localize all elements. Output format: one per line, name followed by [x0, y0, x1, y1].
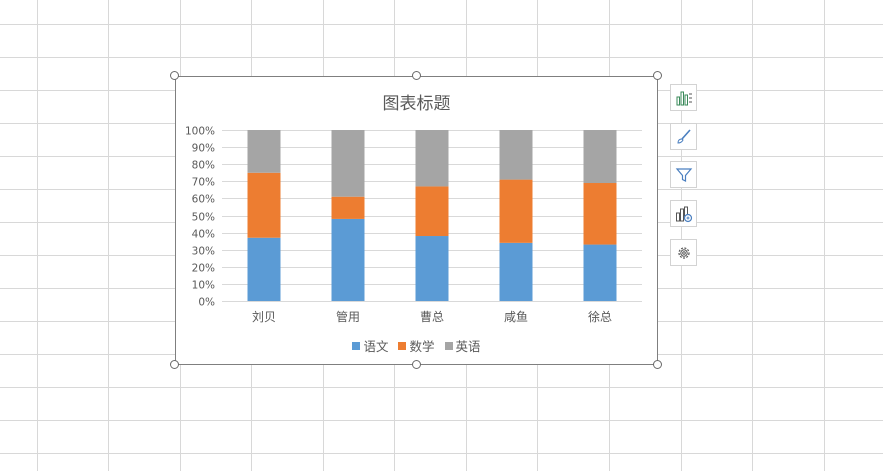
- y-tick-label-5: 50%: [192, 212, 215, 224]
- bar-2-5[interactable]: [583, 183, 617, 245]
- legend-swatch-3: [444, 341, 453, 350]
- chart-styles-button[interactable]: [670, 123, 697, 150]
- chart-plot[interactable]: 0% 10% 20% 30% 40% 50% 60% 70% 80% 90% 100% 刘贝 管用 曹总 咸…: [176, 77, 659, 366]
- y-tick-label-10: 100%: [185, 126, 215, 138]
- chart-container[interactable]: 图表标题 0% 10% 20% 30% 40% 50% 60% 70% 80% 90% 100% 刘贝…: [175, 76, 658, 365]
- chart-elements-button[interactable]: [670, 84, 697, 111]
- bar-1-3[interactable]: [415, 236, 449, 301]
- y-tick-label-7: 70%: [192, 177, 215, 189]
- y-tick-label-2: 20%: [192, 263, 215, 275]
- chart-elements-icon: [676, 91, 692, 105]
- chart-type-button[interactable]: [670, 200, 697, 227]
- chart-filter-button[interactable]: [670, 161, 697, 188]
- x-tick-label-1: 刘贝: [252, 310, 276, 324]
- y-tick-label-6: 60%: [192, 194, 215, 206]
- y-tick-label-9: 90%: [192, 143, 215, 155]
- chart-type-icon: [675, 206, 692, 222]
- legend-label-2: 数学: [409, 339, 435, 354]
- bar-1-5[interactable]: [583, 244, 617, 301]
- resize-handle-top-left[interactable]: [170, 71, 179, 80]
- resize-handle-top-right[interactable]: [653, 71, 662, 80]
- bar-3-5[interactable]: [583, 130, 617, 184]
- legend-label-1: 语文: [363, 339, 389, 354]
- chart-settings-button[interactable]: [670, 239, 697, 266]
- legend-swatch-1: [352, 341, 361, 350]
- bar-1-2[interactable]: [331, 218, 365, 301]
- brush-icon: [676, 128, 691, 144]
- legend-label-3: 英语: [455, 339, 481, 354]
- resize-handle-bottom[interactable]: [412, 360, 421, 369]
- resize-handle-bottom-right[interactable]: [653, 360, 662, 369]
- bar-3-2[interactable]: [331, 130, 365, 197]
- bar-2-4[interactable]: [499, 179, 533, 243]
- y-tick-label-3: 30%: [192, 246, 215, 258]
- x-tick-label-2: 管用: [336, 309, 360, 324]
- bar-1-4[interactable]: [499, 242, 533, 301]
- resize-handle-top[interactable]: [412, 71, 421, 80]
- y-tick-label-8: 80%: [192, 160, 215, 172]
- chart-legend[interactable]: 语文 数学 英语: [176, 336, 657, 355]
- resize-handle-bottom-left[interactable]: [170, 360, 179, 369]
- filter-icon: [675, 167, 692, 182]
- bar-2-2[interactable]: [331, 196, 365, 219]
- y-tick-label-1: 10%: [192, 280, 215, 292]
- bar-2-3[interactable]: [415, 186, 449, 237]
- gear-icon: [677, 246, 690, 259]
- bar-1-1[interactable]: [247, 237, 281, 301]
- bar-3-4[interactable]: [499, 130, 533, 180]
- x-tick-label-5: 徐总: [588, 309, 612, 324]
- x-tick-label-3: 曹总: [420, 310, 444, 324]
- y-tick-label-0: 0%: [198, 297, 215, 309]
- y-tick-label-4: 40%: [192, 229, 215, 241]
- chart-title[interactable]: 图表标题: [382, 94, 451, 114]
- x-tick-label-4: 咸鱼: [504, 310, 528, 324]
- legend-item-1[interactable]: 语文: [352, 336, 388, 355]
- legend-swatch-2: [398, 341, 407, 350]
- legend-item-3[interactable]: 英语: [444, 336, 481, 355]
- bar-3-1[interactable]: [247, 130, 281, 173]
- bar-3-3[interactable]: [415, 130, 449, 187]
- bar-2-1[interactable]: [247, 172, 281, 238]
- legend-item-2[interactable]: 数学: [398, 336, 435, 355]
